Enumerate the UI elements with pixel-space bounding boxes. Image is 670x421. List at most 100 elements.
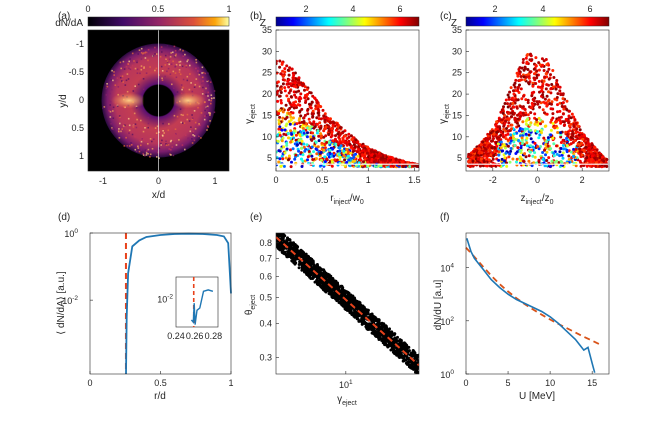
scatter-point: [486, 141, 490, 145]
scatter-point: [545, 112, 549, 116]
scatter-point: [339, 144, 343, 148]
scatter-point: [380, 156, 384, 160]
scatter-point: [544, 146, 548, 150]
scatter-point: [590, 154, 594, 158]
panel-e-ytick-1: 0.4: [259, 319, 272, 329]
ring-speckle: [170, 63, 173, 65]
panel-c-ytick-1: 10: [452, 132, 462, 142]
ring-speckle: [112, 117, 115, 119]
ring-speckle: [134, 148, 137, 151]
ring-speckle: [178, 71, 181, 73]
scatter-point: [348, 142, 352, 146]
panel-a-colorbar-label: dN/dA: [55, 18, 83, 29]
scatter-point: [291, 121, 295, 125]
scatter-point: [390, 330, 394, 334]
ring-speckle: [161, 77, 163, 80]
ring-speckle: [159, 140, 162, 143]
scatter-point: [288, 106, 292, 110]
ring-speckle: [180, 121, 182, 124]
scatter-point: [316, 111, 320, 115]
scatter-point: [361, 305, 364, 309]
ring-speckle: [129, 58, 131, 60]
ring-speckle: [149, 66, 151, 68]
ring-speckle: [208, 99, 210, 101]
ring-speckle: [156, 125, 159, 128]
scatter-point: [310, 259, 314, 262]
panel-f-ylabel: dN/dU [a.u]: [433, 279, 444, 330]
scatter-point: [345, 147, 349, 151]
scatter-point: [526, 53, 530, 56]
ring-speckle: [174, 54, 177, 57]
scatter-point: [276, 150, 278, 154]
scatter-point: [561, 144, 565, 147]
ring-speckle: [178, 69, 181, 71]
panel-c-cbar-tick-0: 2: [492, 4, 497, 14]
scatter-point: [506, 144, 510, 148]
scatter-point: [333, 137, 337, 141]
scatter-point: [343, 134, 347, 138]
scatter-point: [524, 56, 528, 60]
scatter-point: [278, 115, 282, 119]
scatter-point: [571, 134, 575, 138]
scatter-point: [535, 69, 539, 73]
ring-speckle: [161, 134, 164, 137]
scatter-point: [350, 311, 354, 315]
scatter-point: [527, 133, 531, 137]
ring-speckle: [192, 134, 194, 136]
scatter-point: [321, 287, 325, 291]
ring-speckle: [110, 108, 112, 111]
scatter-point: [321, 282, 325, 286]
ring-speckle: [183, 122, 186, 124]
scatter-point: [356, 304, 360, 307]
scatter-point: [398, 356, 402, 359]
scatter-point: [543, 97, 547, 101]
panel-b-cbar-tick-0: 2: [303, 4, 308, 14]
ring-speckle: [202, 71, 205, 74]
scatter-point: [347, 132, 351, 136]
scatter-point: [532, 161, 536, 165]
scatter-point: [552, 142, 556, 146]
scatter-point: [487, 137, 491, 141]
panel-e-ytick-4: 0.7: [259, 253, 272, 263]
scatter-point: [572, 147, 576, 151]
scatter-point: [509, 107, 513, 111]
scatter-point: [538, 133, 542, 137]
scatter-point: [306, 131, 309, 135]
panel-b-ytick-3: 20: [262, 89, 272, 99]
scatter-point: [277, 229, 280, 232]
scatter-point: [559, 121, 563, 125]
scatter-point: [537, 100, 541, 104]
scatter-point: [348, 164, 352, 168]
panel-a-cbar-tick-2: 1: [226, 4, 231, 14]
ring-speckle: [154, 46, 156, 49]
scatter-point: [306, 158, 309, 162]
panel-c-ylabel: γeject: [438, 104, 451, 124]
scatter-point: [415, 355, 418, 359]
ring-speckle: [144, 127, 146, 129]
panel-c-ytick-0: 5: [457, 153, 462, 163]
scatter-point: [327, 125, 331, 129]
scatter-point: [484, 137, 488, 141]
scatter-point: [515, 106, 519, 110]
ring-speckle: [161, 51, 163, 53]
scatter-point: [311, 131, 315, 135]
scatter-point: [569, 116, 573, 120]
scatter-point: [335, 123, 339, 126]
scatter-point: [497, 158, 501, 162]
ring-speckle: [129, 68, 132, 71]
ring-speckle: [141, 138, 144, 140]
ring-speckle: [140, 144, 142, 147]
ring-speckle: [197, 67, 199, 69]
scatter-point: [332, 121, 336, 125]
scatter-point: [289, 148, 292, 152]
panel-a-xtick-2: 1: [212, 176, 217, 186]
scatter-point: [291, 103, 295, 107]
scatter-point: [289, 95, 293, 99]
scatter-point: [334, 142, 338, 146]
ring-speckle: [130, 144, 133, 146]
scatter-point: [377, 328, 381, 332]
ring-speckle: [142, 138, 145, 141]
scatter-point: [283, 151, 287, 155]
scatter-point: [294, 153, 298, 157]
ring-speckle: [128, 132, 130, 134]
